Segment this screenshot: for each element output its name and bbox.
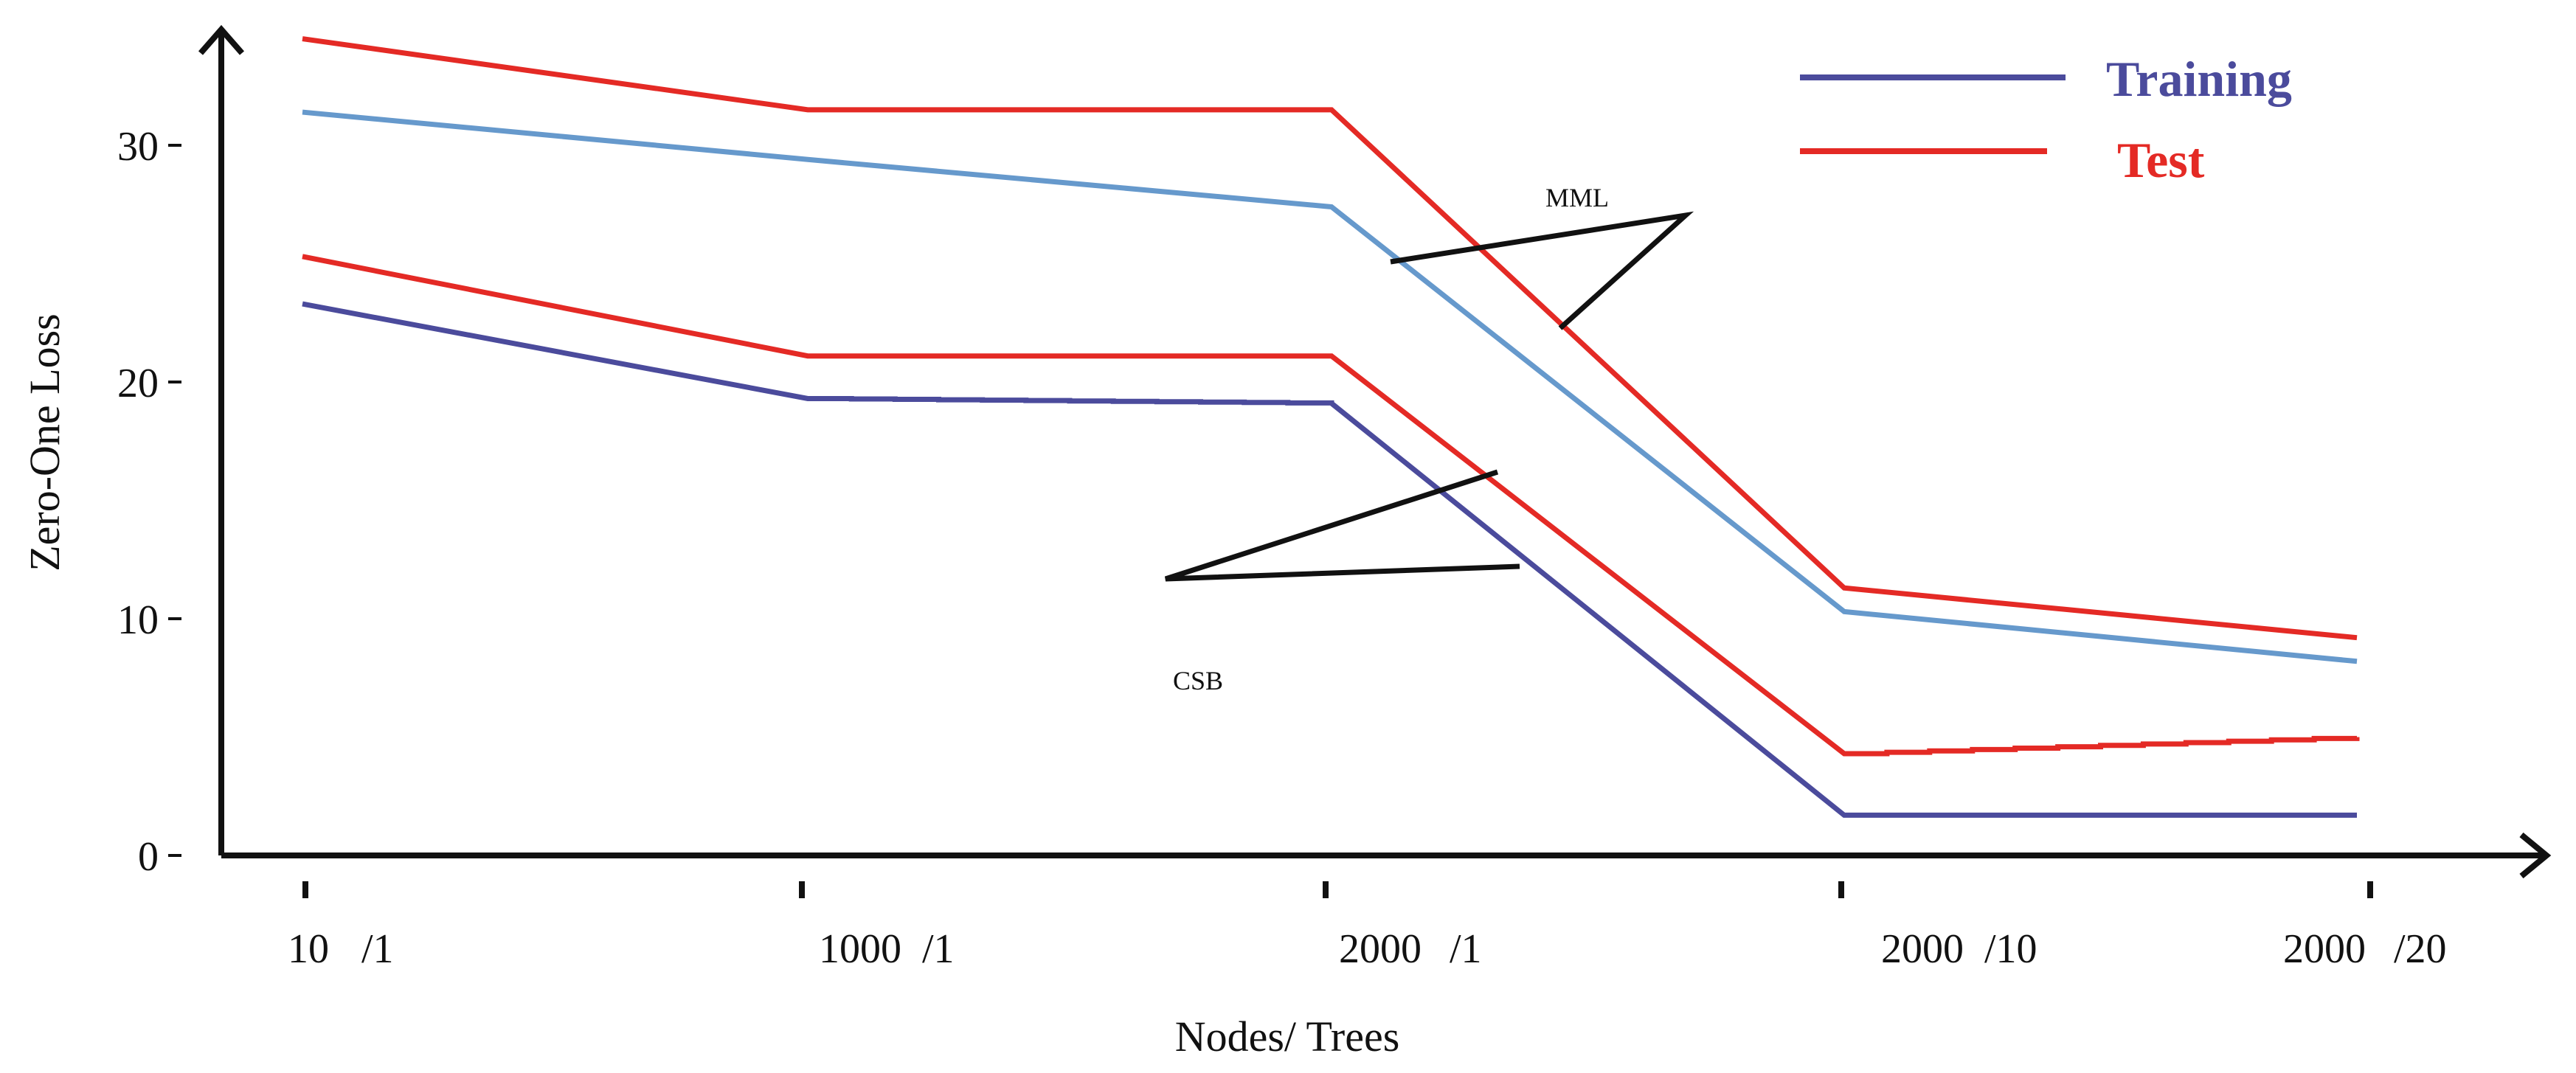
annotation-leaders xyxy=(1164,211,1694,582)
x-tick-label-trees: /1 xyxy=(361,926,394,972)
x-tick-label-nodes: 10 xyxy=(288,926,329,972)
series-line-mml-test xyxy=(302,36,2358,641)
annotation-csb-label: CSB xyxy=(1173,666,1223,695)
y-tick-label: 10 xyxy=(117,597,159,643)
annotation-mml-label: MML xyxy=(1545,183,1609,212)
y-tick-label: 20 xyxy=(117,361,159,406)
x-ticks: 10/1 1000/1 2000/1 2000/10 2000/20 xyxy=(288,881,2447,972)
x-axis-arrow xyxy=(2519,832,2552,879)
x-tick-label-trees: /20 xyxy=(2394,926,2447,972)
x-tick-label-nodes: 2000 xyxy=(1881,926,1964,972)
series-line-csb-test xyxy=(302,254,2360,757)
x-tick-label-nodes: 2000 xyxy=(2283,926,2366,972)
series-line-csb-training xyxy=(302,301,2357,818)
x-tick-label-nodes: 2000 xyxy=(1339,926,1422,972)
axes xyxy=(198,24,2552,879)
legend-test-label: Test xyxy=(2117,132,2205,188)
y-ticks: 0 10 20 30 xyxy=(117,124,181,880)
y-tick-label: 0 xyxy=(138,834,159,880)
y-tick-label: 30 xyxy=(117,124,159,170)
x-tick-label-trees: /10 xyxy=(1984,926,2037,972)
x-tick-label-trees: /1 xyxy=(1450,926,1482,972)
annotation-mml-leader xyxy=(1390,211,1694,330)
x-tick-label-trees: /1 xyxy=(922,926,955,972)
legend-training-label: Training xyxy=(2106,51,2292,107)
series-lines xyxy=(302,36,2360,818)
y-axis-arrow xyxy=(198,24,245,55)
legend: Training Test xyxy=(1800,51,2292,188)
series-line-mml-training xyxy=(302,109,2358,664)
y-axis-title: Zero-One Loss xyxy=(21,313,69,572)
x-tick-label-nodes: 1000 xyxy=(819,926,901,972)
annotation-csb-leader xyxy=(1164,469,1520,582)
x-axis-title: Nodes/ Trees xyxy=(1175,1013,1400,1060)
